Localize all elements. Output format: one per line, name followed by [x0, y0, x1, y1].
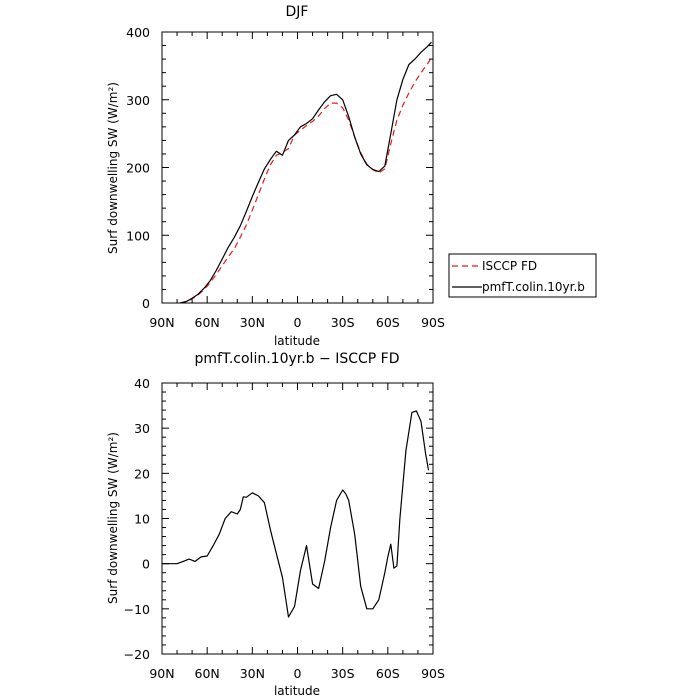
bottom-y-tick-labels: −20 −10 0 10 20 30 40	[124, 376, 150, 662]
top-y-tick-label: 0	[142, 296, 150, 311]
top-y-tick-label: 200	[126, 161, 150, 176]
top-y-tick-label: 100	[126, 228, 150, 243]
bottom-y-tick-label: 20	[134, 466, 150, 481]
top-series-layer	[179, 41, 433, 304]
top-x-tick-label: 90N	[149, 315, 174, 330]
bottom-series-layer	[162, 410, 430, 618]
top-panel: DJF 90N 60N 30N 0 30S 60S 90S 0 100 200 300 400 la…	[106, 4, 445, 348]
legend: ISCCP FD pmfT.colin.10yr.b	[448, 253, 597, 298]
bottom-x-tick-label: 90S	[421, 666, 445, 681]
top-x-tick-label: 60S	[376, 315, 400, 330]
top-series-line-pmft-colin-10yr-b	[179, 41, 432, 304]
top-y-axis-label: Surf downwelling SW (W/m²)	[106, 82, 120, 254]
top-x-axis-label: latitude	[274, 334, 320, 348]
top-x-tick-label: 90S	[421, 315, 445, 330]
top-x-tick-label: 30S	[331, 315, 355, 330]
top-y-tick-labels: 0 100 200 300 400	[126, 25, 150, 311]
bottom-panel-title: pmfT.colin.10yr.b − ISCCP FD	[195, 351, 400, 367]
bottom-x-tick-label: 0	[294, 666, 302, 681]
bottom-y-tick-label: 30	[134, 421, 150, 436]
top-x-tick-label: 60N	[195, 315, 220, 330]
bottom-plot-frame	[161, 382, 434, 655]
bottom-x-tick-label: 60N	[195, 666, 220, 681]
top-y-tick-label: 300	[126, 93, 150, 108]
bottom-y-tick-label: −10	[124, 602, 150, 617]
top-x-tick-label: 30N	[240, 315, 265, 330]
top-x-tick-label: 0	[294, 315, 302, 330]
top-panel-title: DJF	[286, 4, 309, 20]
legend-box	[448, 253, 597, 298]
bottom-y-tick-label: 10	[134, 512, 150, 527]
bottom-panel: pmfT.colin.10yr.b − ISCCP FD 90N 60N 30N 0 3…	[106, 351, 445, 698]
top-series-line-isccp-fd	[179, 57, 433, 304]
bottom-x-tick-label: 90N	[149, 666, 174, 681]
bottom-y-axis-label: Surf downwelling SW (W/m²)	[106, 432, 120, 604]
bottom-series-line-difference	[162, 410, 430, 618]
bottom-x-axis-label: latitude	[274, 684, 320, 698]
top-tick-marks	[161, 31, 434, 304]
top-x-tick-labels: 90N 60N 30N 0 30S 60S 90S	[149, 315, 445, 330]
legend-label-model: pmfT.colin.10yr.b	[482, 280, 585, 294]
bottom-x-tick-labels: 90N 60N 30N 0 30S 60S 90S	[149, 666, 445, 681]
bottom-y-tick-label: 40	[134, 376, 150, 391]
top-y-tick-label: 400	[126, 25, 150, 40]
bottom-tick-marks	[161, 382, 434, 655]
bottom-x-tick-label: 60S	[376, 666, 400, 681]
top-plot-frame	[161, 31, 434, 304]
bottom-x-tick-label: 30S	[331, 666, 355, 681]
bottom-y-tick-label: 0	[142, 557, 150, 572]
legend-label-isccp: ISCCP FD	[482, 259, 537, 273]
bottom-x-tick-label: 30N	[240, 666, 265, 681]
bottom-y-tick-label: −20	[124, 647, 150, 662]
